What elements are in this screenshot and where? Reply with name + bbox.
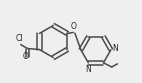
- Text: O: O: [71, 22, 77, 31]
- Text: Cl: Cl: [16, 34, 23, 43]
- Text: O: O: [22, 52, 28, 61]
- Text: N: N: [112, 44, 118, 53]
- Text: N: N: [85, 65, 91, 74]
